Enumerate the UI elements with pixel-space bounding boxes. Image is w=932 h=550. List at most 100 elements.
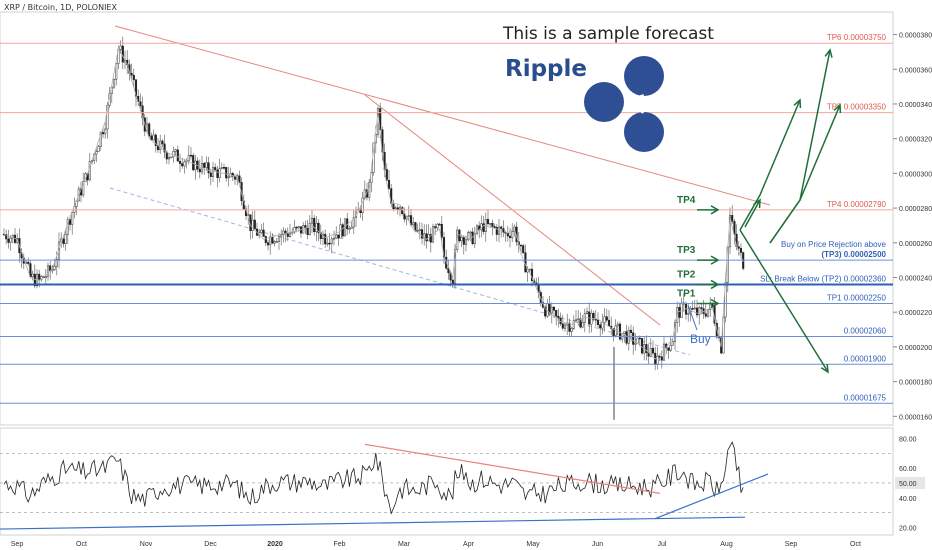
candle-body bbox=[51, 269, 54, 272]
candle-body bbox=[251, 219, 254, 231]
candle-body bbox=[418, 229, 421, 231]
candle-body bbox=[500, 226, 503, 229]
candle-body bbox=[82, 181, 85, 196]
candle-body bbox=[332, 237, 336, 240]
candle-body bbox=[632, 332, 635, 345]
candle-body bbox=[612, 328, 615, 336]
candle-body bbox=[733, 221, 736, 235]
buy-label: Buy bbox=[690, 332, 711, 346]
time-tick-label: Aug bbox=[720, 541, 733, 548]
candle-body bbox=[266, 242, 270, 246]
candle-body bbox=[218, 168, 221, 178]
candle-body bbox=[438, 223, 441, 226]
candle-body bbox=[324, 233, 327, 245]
candle-body bbox=[649, 347, 652, 357]
candle-body bbox=[561, 323, 564, 329]
candle-body bbox=[524, 252, 527, 273]
candle-body bbox=[467, 232, 470, 241]
level-label-8: 0.00001675 bbox=[844, 393, 887, 402]
candle-body bbox=[335, 234, 338, 239]
candle-body bbox=[352, 217, 355, 228]
annotation-arrowhead-tp3 bbox=[710, 255, 720, 265]
forecast-arrowhead-2 bbox=[833, 103, 842, 114]
candle-body bbox=[495, 226, 498, 235]
candle-body bbox=[53, 266, 56, 270]
rsi-resistance-line bbox=[364, 443, 661, 494]
rsi-support-line bbox=[654, 473, 769, 520]
candle-body bbox=[616, 323, 619, 327]
time-tick-label: 2020 bbox=[267, 541, 283, 548]
candle-body bbox=[44, 276, 47, 278]
candle-body bbox=[112, 78, 116, 88]
candle-body bbox=[434, 226, 437, 229]
candle-body bbox=[308, 222, 311, 235]
candle-body bbox=[11, 234, 14, 239]
candle-body bbox=[629, 329, 633, 333]
candle-body bbox=[350, 226, 353, 229]
candle-body bbox=[669, 345, 672, 351]
candle-body bbox=[447, 267, 450, 274]
candle-body bbox=[574, 319, 578, 322]
candle-body bbox=[62, 238, 65, 244]
price-panel bbox=[0, 11, 894, 426]
rsi-tick-label: 50.00 bbox=[899, 481, 917, 488]
candle-body bbox=[271, 236, 274, 244]
candle-body bbox=[253, 219, 256, 230]
candle-body bbox=[570, 328, 573, 332]
candle-body bbox=[394, 207, 397, 210]
candle-body bbox=[187, 154, 190, 161]
candle-body bbox=[220, 167, 223, 169]
candle-body bbox=[99, 132, 102, 147]
candle-body bbox=[148, 123, 151, 137]
rsi-line bbox=[3, 441, 744, 515]
candle-body bbox=[46, 265, 50, 277]
candle-body bbox=[64, 233, 67, 244]
candle-body bbox=[207, 162, 210, 174]
level-label-5: TP1 0.00002250 bbox=[827, 294, 887, 303]
candle-body bbox=[460, 237, 463, 242]
candle-body bbox=[440, 223, 443, 238]
candle-body bbox=[337, 234, 340, 239]
time-tick-label: Oct bbox=[76, 541, 87, 548]
price-tick-label: 0.00001600 bbox=[899, 414, 932, 421]
forecast-arrow-3 bbox=[744, 199, 761, 228]
candle-body bbox=[416, 229, 419, 232]
candle-body bbox=[691, 308, 694, 310]
candle-body bbox=[222, 167, 226, 169]
candle-body bbox=[306, 227, 309, 235]
logo-circle-left bbox=[584, 82, 624, 122]
forecast-arrowhead-1 bbox=[793, 98, 802, 109]
candle-body bbox=[469, 231, 472, 234]
forecast-arrow-2 bbox=[769, 104, 841, 244]
candle-body bbox=[181, 163, 184, 167]
rsi-frame bbox=[0, 427, 894, 536]
candle-body bbox=[159, 140, 162, 151]
candle-body bbox=[227, 176, 230, 179]
candle-body bbox=[88, 161, 91, 181]
candle-body bbox=[436, 223, 439, 229]
candle-body bbox=[167, 157, 171, 160]
time-tick-label: May bbox=[526, 541, 540, 548]
candle-body bbox=[277, 235, 281, 242]
candle-body bbox=[194, 160, 197, 171]
forecast-arrows: TP4 TP3 TP2 TP1 Buy bbox=[677, 48, 842, 374]
candle-body bbox=[706, 309, 710, 317]
rsi-current-box bbox=[895, 476, 925, 489]
level-label-3: Buy on Price Rejection above bbox=[781, 240, 887, 249]
candle-body bbox=[106, 105, 109, 130]
rsi-axis: 80.00 60.00 50.00 40.00 20.00 bbox=[895, 436, 925, 533]
level-label-6: 0.00002060 bbox=[844, 327, 887, 336]
candle-body bbox=[214, 167, 217, 171]
candle-body bbox=[286, 233, 289, 237]
candle-body bbox=[522, 245, 525, 253]
candle-body bbox=[704, 313, 707, 317]
candle-body bbox=[667, 347, 670, 351]
candle-body bbox=[225, 167, 228, 179]
candle-body bbox=[284, 230, 287, 235]
candle-body bbox=[592, 312, 595, 320]
candle-body bbox=[7, 238, 10, 243]
rsi-tick-label: 60.00 bbox=[899, 466, 917, 473]
